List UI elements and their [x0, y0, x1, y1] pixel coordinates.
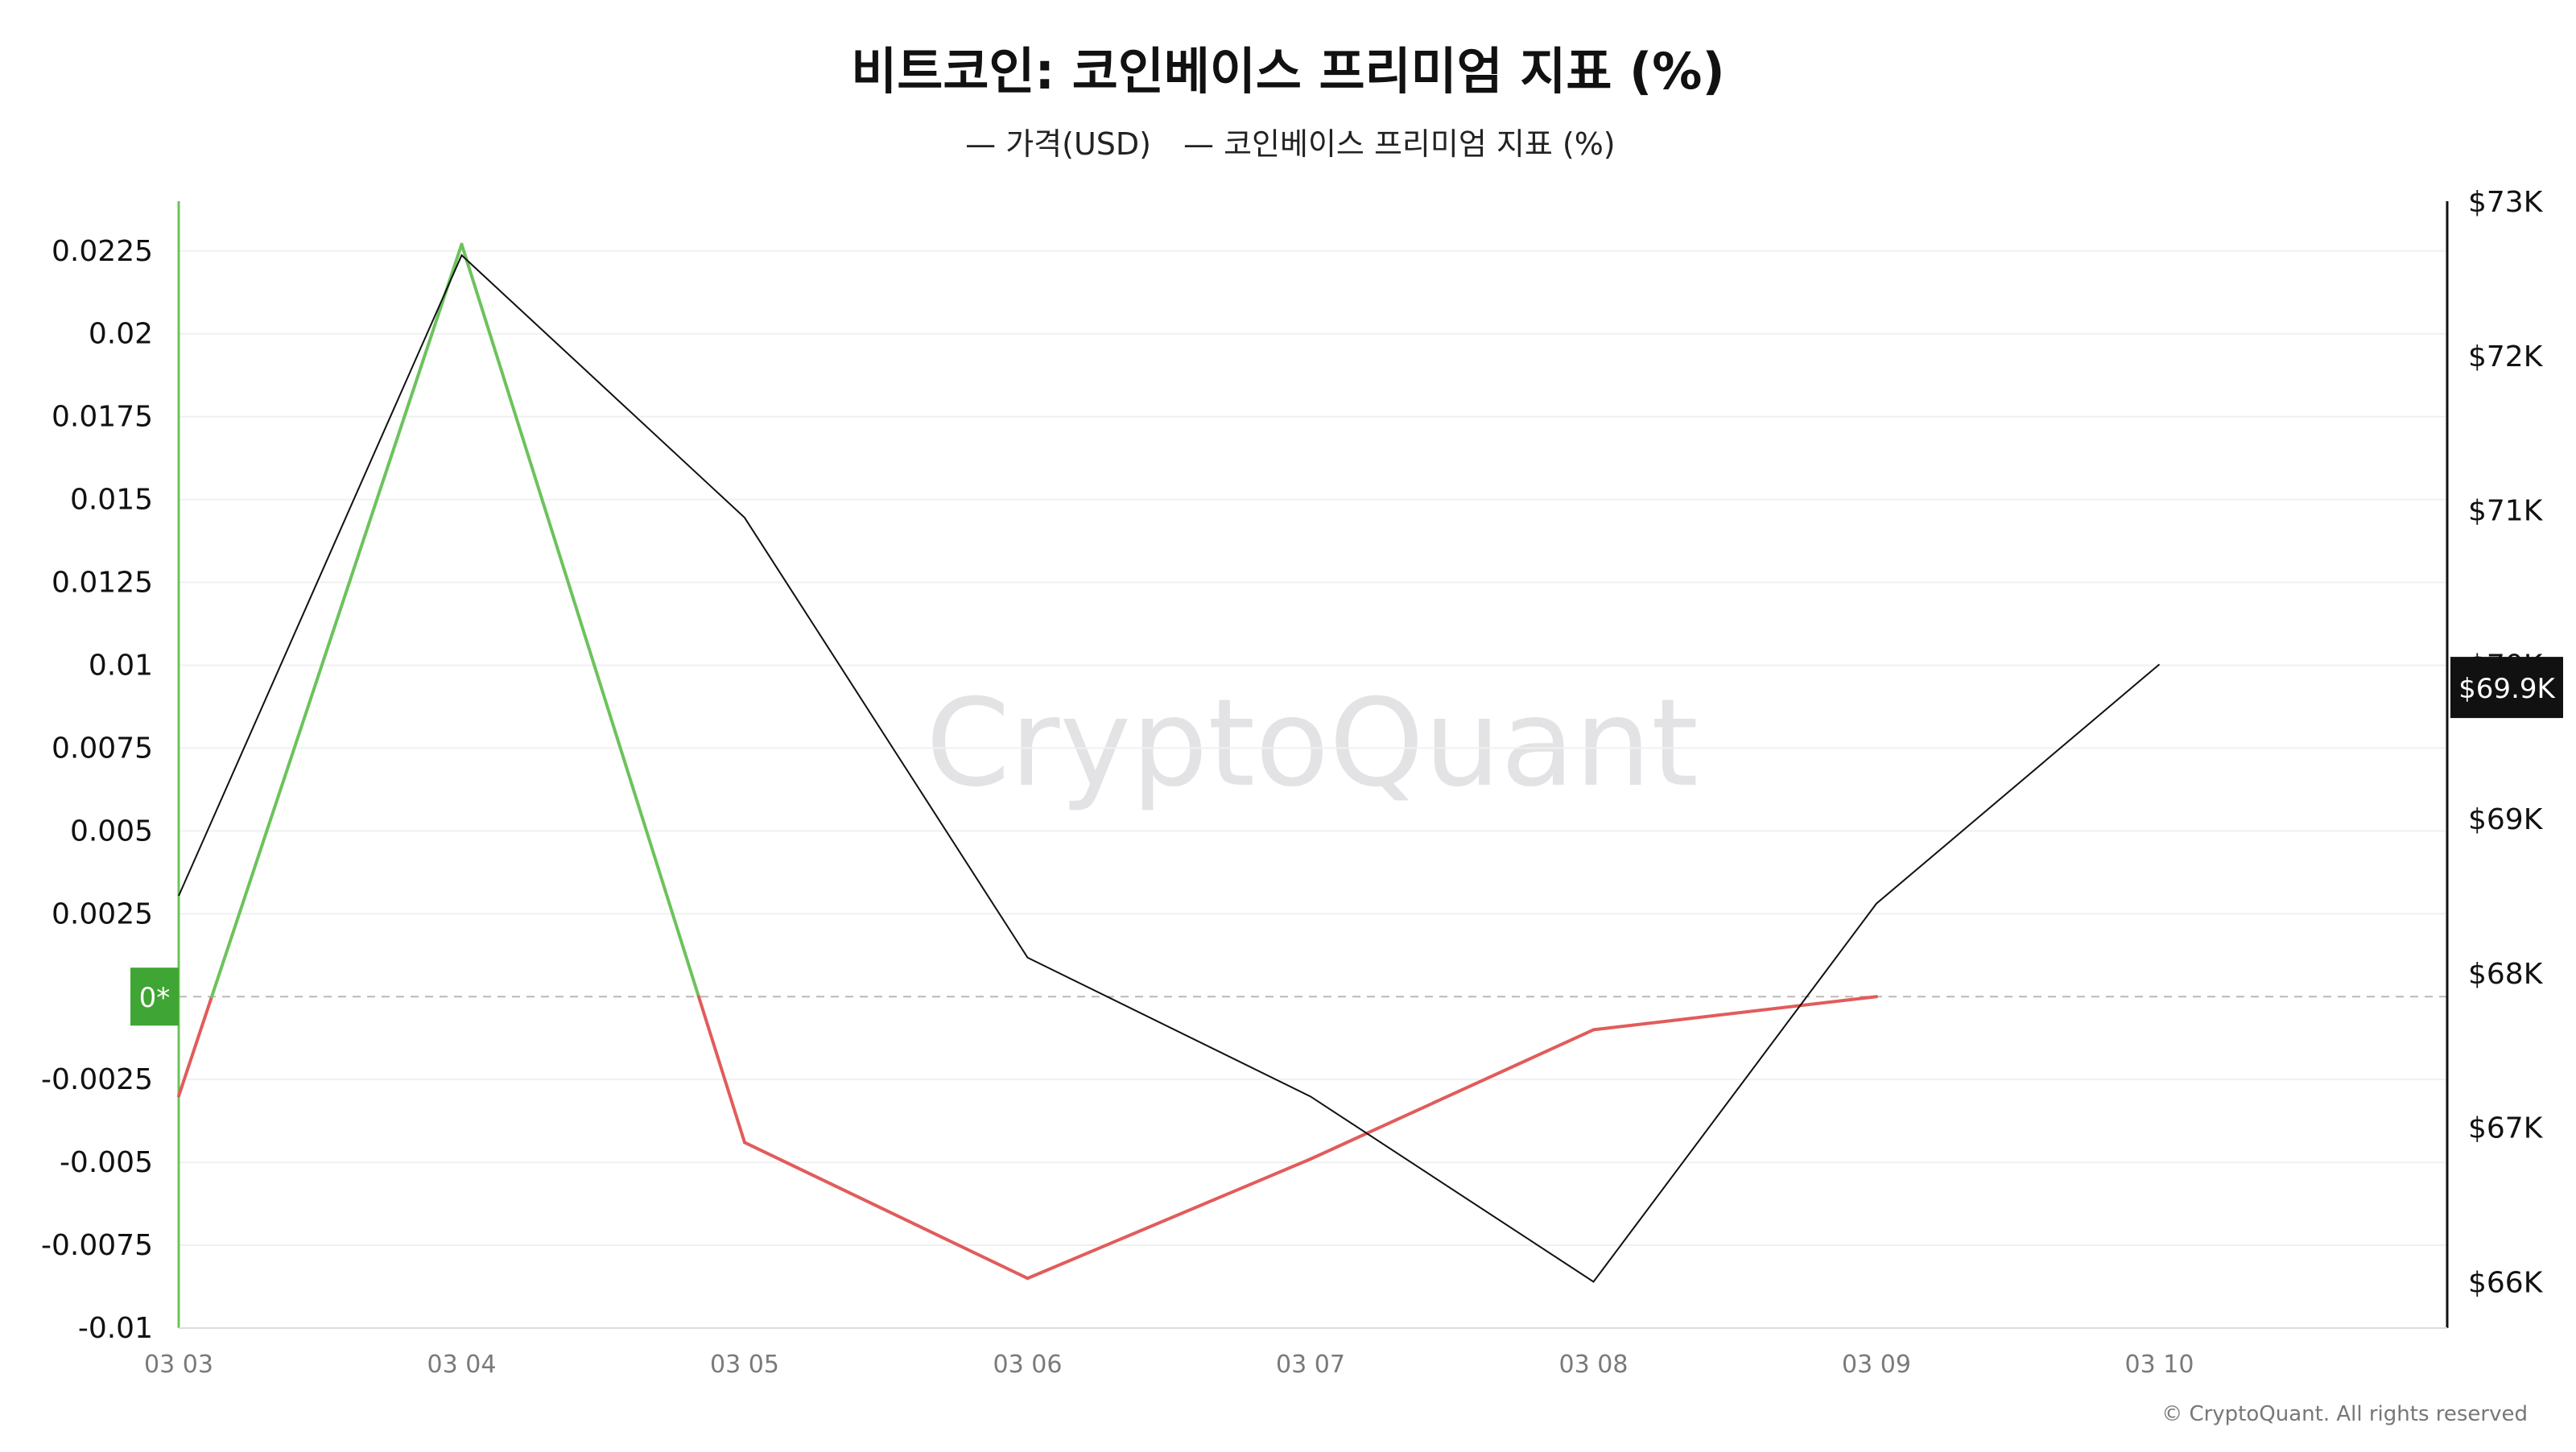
premium-segment [177, 995, 214, 1098]
legend: — 가격(USD) — 코인베이스 프리미엄 지표 (%) [965, 126, 1616, 162]
labels-layer: 0* $69.9K [130, 657, 2563, 1026]
chart-title: 비트코인: 코인베이스 프리미엄 지표 (%) [851, 42, 1725, 101]
x-tick-label: 03 09 [1842, 1351, 1911, 1379]
x-tick-label: 03 06 [993, 1351, 1063, 1379]
premium-segment [460, 242, 700, 999]
price-line [178, 254, 2161, 1283]
x-tick-label: 03 10 [2125, 1351, 2194, 1379]
zero-badge-label: 0* [139, 982, 171, 1014]
premium-segment [1591, 995, 1878, 1032]
premium-segment [1026, 1157, 1312, 1281]
current-price-label: $69.9K [2458, 673, 2556, 705]
y-right-tick-label: $73K [2468, 186, 2544, 219]
x-tick-label: 03 05 [710, 1351, 779, 1379]
x-tick-label: 03 04 [427, 1351, 497, 1379]
y-right-tick-label: $67K [2468, 1112, 2544, 1145]
y-left-tick-label: -0.0075 [41, 1229, 153, 1262]
y-left-tick-label: -0.0025 [41, 1063, 153, 1096]
y-right-tick-label: $69K [2468, 803, 2544, 836]
y-left-tick-label: 0.0075 [52, 732, 153, 765]
copyright: © CryptoQuant. All rights reserved [2161, 1402, 2528, 1426]
premium-segment [696, 995, 746, 1145]
y-left-tick-label: 0.005 [70, 815, 153, 848]
y-left-tick-label: 0.0175 [52, 401, 153, 434]
y-left-tick-label: 0.015 [70, 484, 153, 517]
x-tick-label: 03 07 [1276, 1351, 1345, 1379]
y-right-tick-label: $72K [2468, 340, 2544, 373]
y-left-tick-label: -0.01 [78, 1312, 153, 1345]
y-right-tick-label: $71K [2468, 495, 2544, 528]
legend-item-premium[interactable]: — 코인베이스 프리미엄 지표 (%) [1183, 126, 1616, 162]
y-left-tick-label: 0.01 [89, 649, 153, 682]
y-left-tick-label: 0.02 [89, 318, 153, 351]
premium-segment [210, 242, 464, 999]
y-left-tick-label: 0.0225 [52, 235, 153, 268]
premium-segment [743, 1141, 1030, 1281]
y-left-tick-label: 0.0125 [52, 567, 153, 600]
current-price-badge [2450, 657, 2563, 719]
series-layer [177, 242, 2161, 1283]
y-right-tick-label: $66K [2468, 1266, 2544, 1299]
y-right-tick-label: $68K [2468, 958, 2544, 991]
x-tick-label: 03 08 [1559, 1351, 1629, 1379]
watermark: CryptoQuant [926, 674, 1699, 814]
axes: 0.0225 0.02 0.0175 0.015 0.0125 0.01 0.0075 0.0… [41, 186, 2544, 1379]
x-tick-label: 03 03 [144, 1351, 213, 1379]
legend-item-price[interactable]: — 가격(USD) [965, 126, 1151, 162]
zero-badge [130, 967, 179, 1026]
y-left-tick-label: 0.0025 [52, 897, 153, 930]
premium-segment [1309, 1028, 1596, 1161]
y-left-tick-label: -0.005 [60, 1146, 153, 1179]
